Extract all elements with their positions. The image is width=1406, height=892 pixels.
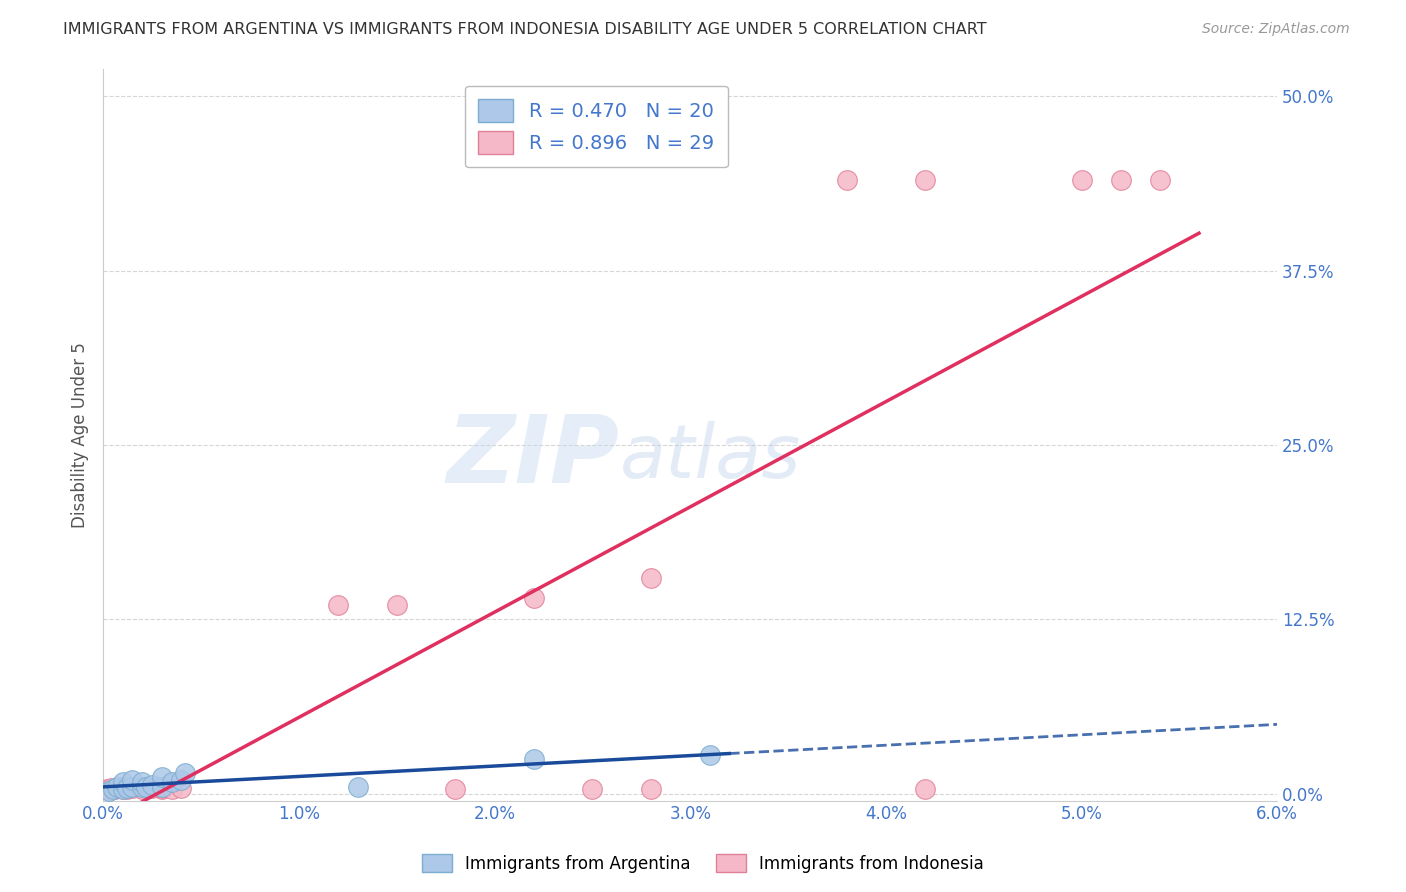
Text: Source: ZipAtlas.com: Source: ZipAtlas.com bbox=[1202, 22, 1350, 37]
Point bbox=[100, 780, 122, 795]
Y-axis label: Disability Age Under 5: Disability Age Under 5 bbox=[72, 342, 89, 527]
Point bbox=[121, 780, 143, 794]
Point bbox=[141, 780, 163, 795]
Point bbox=[131, 780, 153, 794]
Point bbox=[170, 772, 193, 787]
Point bbox=[135, 780, 157, 794]
Point bbox=[111, 780, 134, 794]
Point bbox=[107, 780, 129, 795]
Point bbox=[115, 780, 138, 795]
Point bbox=[170, 780, 193, 795]
Point bbox=[160, 775, 183, 789]
Point bbox=[160, 782, 183, 797]
Point bbox=[346, 780, 368, 794]
Point bbox=[914, 173, 936, 187]
Point bbox=[101, 782, 124, 797]
Point bbox=[1070, 173, 1092, 187]
Point bbox=[141, 778, 163, 792]
Point bbox=[914, 782, 936, 797]
Point bbox=[385, 599, 408, 613]
Point bbox=[98, 784, 121, 798]
Point bbox=[111, 775, 134, 789]
Point bbox=[523, 752, 546, 766]
Point bbox=[699, 747, 721, 762]
Point bbox=[111, 782, 134, 797]
Point bbox=[444, 782, 467, 797]
Point bbox=[1149, 173, 1171, 187]
Text: ZIP: ZIP bbox=[447, 410, 620, 502]
Point bbox=[131, 775, 153, 789]
Text: IMMIGRANTS FROM ARGENTINA VS IMMIGRANTS FROM INDONESIA DISABILITY AGE UNDER 5 CO: IMMIGRANTS FROM ARGENTINA VS IMMIGRANTS … bbox=[63, 22, 987, 37]
Point bbox=[150, 780, 173, 794]
Point bbox=[104, 782, 127, 797]
Point bbox=[835, 173, 858, 187]
Legend: R = 0.470   N = 20, R = 0.896   N = 29: R = 0.470 N = 20, R = 0.896 N = 29 bbox=[465, 86, 728, 168]
Point bbox=[96, 782, 118, 797]
Point bbox=[121, 772, 143, 787]
Point bbox=[150, 770, 173, 784]
Point bbox=[150, 780, 173, 795]
Point bbox=[150, 780, 173, 794]
Legend: Immigrants from Argentina, Immigrants from Indonesia: Immigrants from Argentina, Immigrants fr… bbox=[415, 847, 991, 880]
Point bbox=[150, 782, 173, 797]
Point bbox=[174, 765, 197, 780]
Point bbox=[640, 782, 662, 797]
Point bbox=[326, 599, 349, 613]
Point bbox=[640, 570, 662, 584]
Point bbox=[131, 782, 153, 797]
Point bbox=[581, 782, 603, 797]
Point bbox=[105, 780, 128, 794]
Point bbox=[115, 782, 138, 797]
Point bbox=[121, 780, 143, 795]
Point bbox=[131, 780, 153, 795]
Text: atlas: atlas bbox=[620, 420, 801, 492]
Point bbox=[111, 782, 134, 797]
Point bbox=[523, 591, 546, 606]
Point bbox=[1109, 173, 1132, 187]
